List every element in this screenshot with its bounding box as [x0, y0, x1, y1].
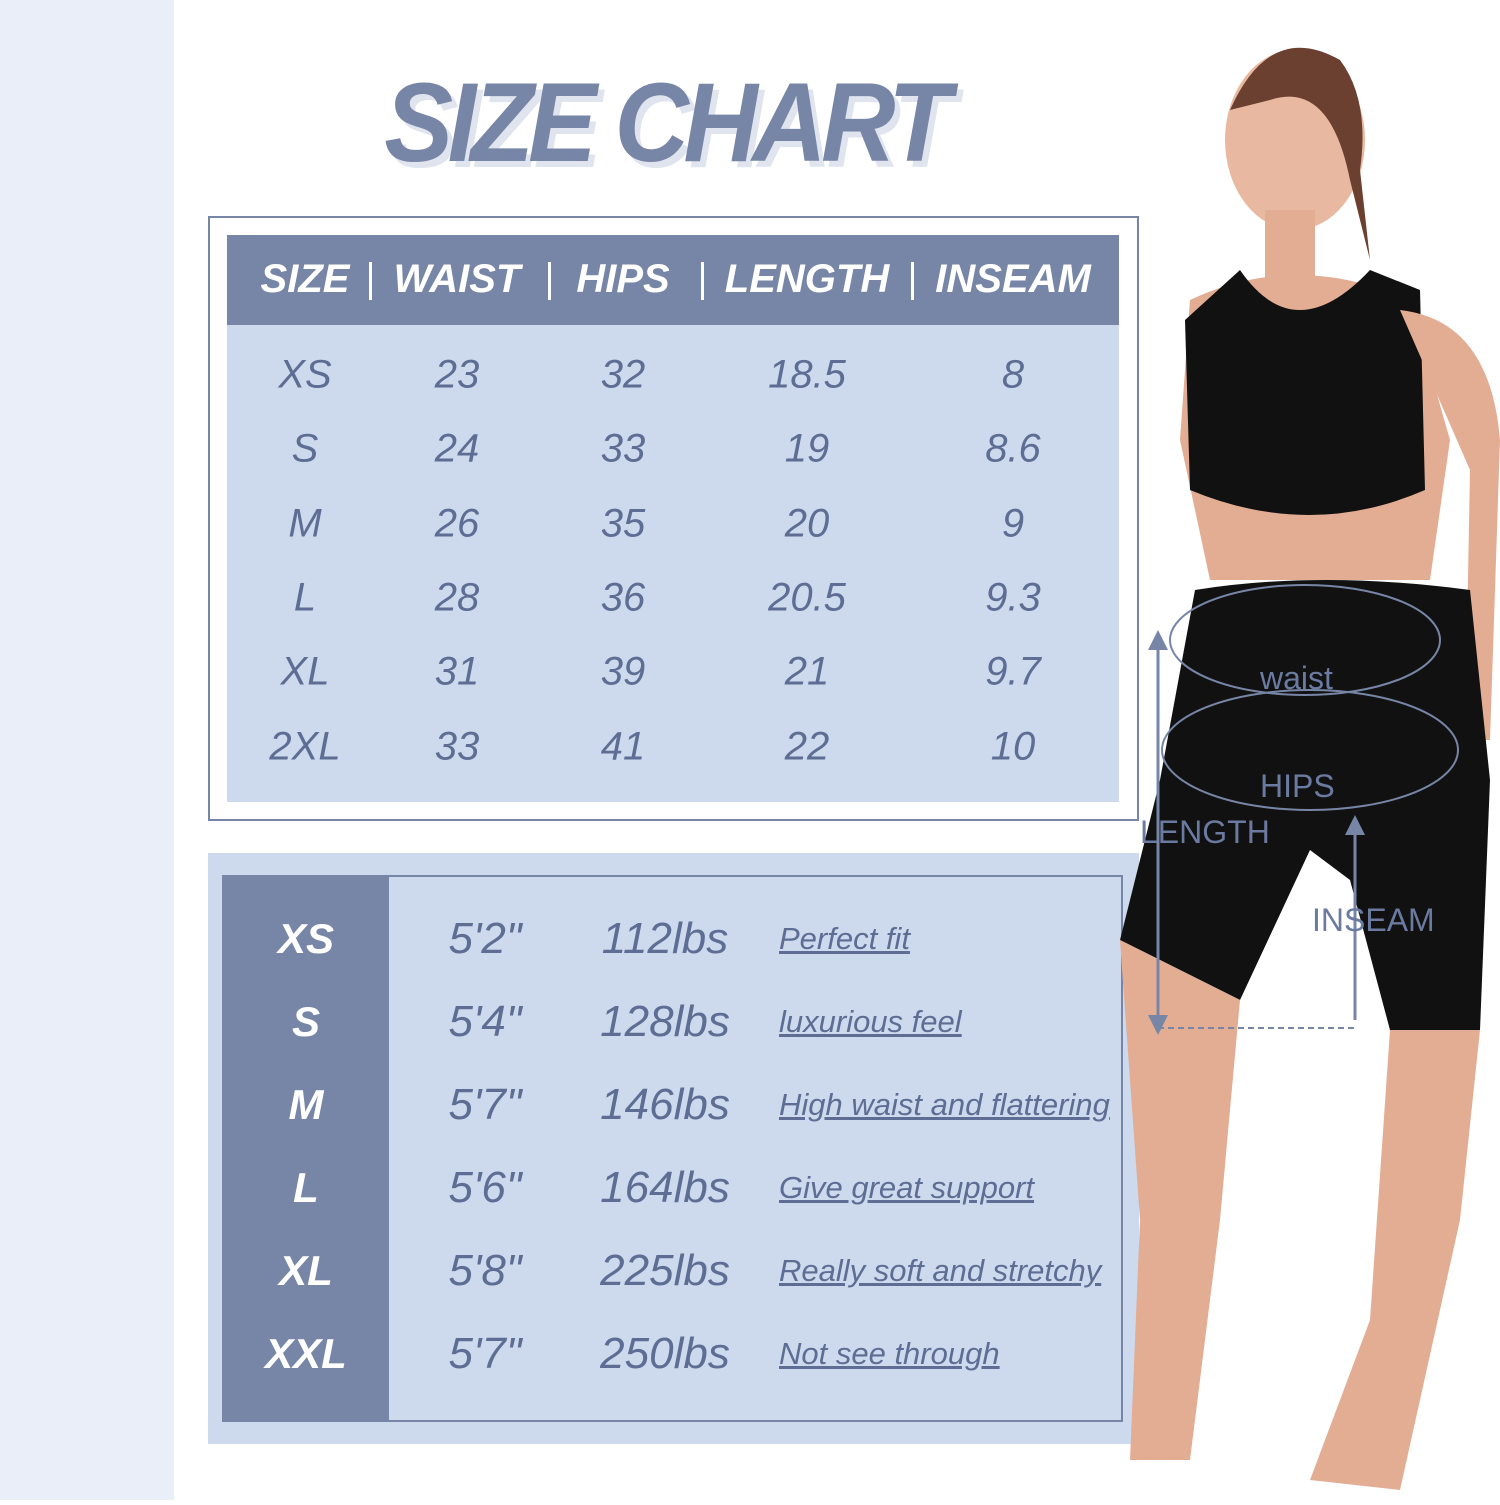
cell-inseam: 9.7 — [985, 649, 1041, 694]
cell-size: 2XL — [269, 724, 341, 768]
cell-size: L — [293, 575, 317, 620]
cell-hips: 33 — [600, 426, 646, 471]
cell-length: 22 — [784, 724, 830, 768]
fit-note: Give great support — [779, 1170, 1035, 1205]
cell-inseam: 10 — [990, 724, 1036, 768]
cell-length: 20.5 — [768, 575, 846, 620]
cell-waist: 26 — [434, 501, 480, 546]
fit-height: 5'7" — [448, 1329, 522, 1378]
header-divider — [369, 262, 372, 300]
fit-height: 5'8" — [448, 1246, 522, 1295]
cell-waist: 24 — [434, 426, 480, 471]
cell-inseam: 8.6 — [985, 426, 1041, 471]
waist-label: waist — [1260, 660, 1333, 696]
header-divider — [548, 262, 551, 300]
cell-hips: 36 — [600, 575, 646, 620]
cell-hips: 39 — [600, 649, 646, 694]
inseam-label: INSEAM — [1312, 902, 1435, 938]
cell-hips: 35 — [600, 501, 646, 546]
left-strip — [0, 0, 174, 1500]
cell-inseam: 9.3 — [985, 575, 1041, 620]
cell-hips: 41 — [600, 724, 646, 768]
cell-length: 18.5 — [768, 352, 846, 397]
model-illustration — [1120, 47, 1500, 1490]
table-header: SIZE WAIST HIPS LENGTH INSEAM — [227, 235, 1119, 325]
header-length: LENGTH — [724, 257, 890, 301]
measurement-table: SIZE WAIST HIPS LENGTH INSEAM XS 23 32 18.5 8 S 24… — [227, 235, 1119, 802]
fit-size: M — [288, 1081, 324, 1128]
fit-size: S — [291, 998, 321, 1045]
header-size: SIZE — [260, 257, 350, 301]
fit-guide-table: XS 5'2" 112lbs Perfect fit S 5'4" 128lbs luxuri… — [222, 875, 1123, 1422]
fit-weight: 146lbs — [600, 1080, 730, 1129]
fit-note: High waist and flattering — [779, 1087, 1110, 1122]
header-waist: WAIST — [393, 257, 521, 301]
fit-note: Perfect fit — [779, 921, 910, 956]
size-column — [224, 877, 389, 1420]
cell-inseam: 8 — [1001, 352, 1025, 397]
fit-height: 5'4" — [448, 997, 522, 1046]
fit-size: XL — [279, 1247, 333, 1294]
fit-note: Not see through — [779, 1336, 1000, 1371]
header-divider — [701, 262, 704, 300]
cell-length: 19 — [784, 426, 830, 471]
cell-waist: 28 — [434, 575, 480, 620]
cell-hips: 32 — [600, 352, 646, 397]
cell-size: XS — [278, 352, 332, 397]
cell-waist: 31 — [434, 649, 480, 694]
cell-length: 20 — [784, 501, 830, 546]
cell-size: XL — [280, 649, 330, 694]
fit-weight: 164lbs — [600, 1163, 730, 1212]
cell-waist: 33 — [434, 724, 480, 768]
fit-note: luxurious feel — [779, 1004, 962, 1039]
cell-size: S — [291, 426, 319, 471]
fit-height: 5'7" — [448, 1080, 522, 1129]
header-divider — [911, 262, 914, 300]
cell-length: 21 — [784, 649, 830, 694]
fit-size: XS — [277, 915, 335, 962]
fit-weight: 225lbs — [600, 1246, 730, 1295]
cell-inseam: 9 — [1001, 501, 1025, 546]
fit-size: L — [293, 1164, 319, 1211]
fit-weight: 250lbs — [600, 1329, 730, 1378]
header-inseam: INSEAM — [935, 257, 1091, 301]
cell-waist: 23 — [434, 352, 480, 397]
fit-weight: 128lbs — [600, 997, 730, 1046]
header-hips: HIPS — [576, 257, 670, 301]
page-title: SIZE CHART — [384, 60, 951, 185]
fit-size: XXL — [265, 1330, 347, 1377]
model-photo: waist HIPS LENGTH INSEAM — [1070, 0, 1500, 1500]
fit-weight: 112lbs — [601, 914, 729, 963]
fit-note: Really soft and stretchy — [779, 1253, 1102, 1288]
cell-size: M — [288, 501, 322, 546]
fit-height: 5'6" — [448, 1163, 522, 1212]
hips-label: HIPS — [1260, 768, 1335, 804]
fit-height: 5'2" — [448, 914, 522, 963]
length-label: LENGTH — [1140, 814, 1270, 850]
